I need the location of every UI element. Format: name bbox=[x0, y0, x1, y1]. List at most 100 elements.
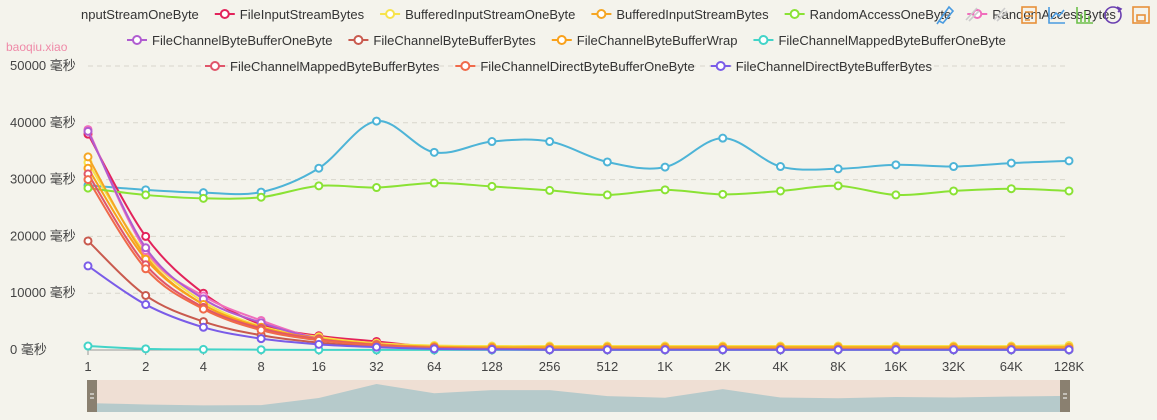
data-point[interactable] bbox=[83, 183, 93, 193]
data-point[interactable] bbox=[487, 137, 497, 147]
data-point[interactable] bbox=[372, 183, 382, 193]
legend-label: RandomAccessOneByte bbox=[810, 7, 952, 22]
data-point[interactable] bbox=[429, 147, 439, 157]
data-point[interactable] bbox=[372, 342, 382, 352]
data-point[interactable] bbox=[198, 193, 208, 203]
data-point[interactable] bbox=[718, 345, 728, 355]
data-point[interactable] bbox=[141, 300, 151, 310]
data-point[interactable] bbox=[660, 185, 670, 195]
data-point[interactable] bbox=[83, 126, 93, 136]
zoom-handle-start[interactable] bbox=[87, 380, 97, 412]
data-point[interactable] bbox=[83, 152, 93, 162]
legend-item[interactable]: FileChannelByteBufferWrap bbox=[551, 33, 738, 48]
legend-item[interactable]: FileInputStreamBytes bbox=[214, 7, 365, 22]
legend-label: FileChannelMappedByteBufferOneByte bbox=[778, 33, 1005, 48]
legend-item[interactable]: BufferedInputStreamBytes bbox=[591, 7, 769, 22]
data-point[interactable] bbox=[833, 181, 843, 191]
data-point[interactable] bbox=[83, 261, 93, 271]
mark-icon[interactable] bbox=[936, 5, 955, 25]
data-point[interactable] bbox=[141, 344, 151, 354]
legend-item[interactable]: nputStreamOneByte bbox=[81, 7, 199, 22]
data-point[interactable] bbox=[83, 341, 93, 351]
data-point[interactable] bbox=[314, 339, 324, 349]
data-point[interactable] bbox=[718, 133, 728, 143]
data-point[interactable] bbox=[83, 236, 93, 246]
data-point[interactable] bbox=[1006, 345, 1016, 355]
data-point[interactable] bbox=[602, 190, 612, 200]
series-FileChannelDirectByteBufferOneByte bbox=[83, 175, 1074, 355]
legend[interactable]: nputStreamOneByte FileInputStreamBytes Buf… bbox=[81, 7, 1116, 74]
mark-clear-icon[interactable] bbox=[993, 7, 1008, 22]
data-point[interactable] bbox=[545, 345, 555, 355]
data-point[interactable] bbox=[198, 344, 208, 354]
data-point[interactable] bbox=[198, 304, 208, 314]
data-point[interactable] bbox=[141, 231, 151, 241]
data-point[interactable] bbox=[891, 345, 901, 355]
y-tick-label: 40000 毫秒 bbox=[10, 115, 76, 130]
data-point[interactable] bbox=[891, 160, 901, 170]
data-point[interactable] bbox=[833, 345, 843, 355]
data-point[interactable] bbox=[545, 185, 555, 195]
legend-item[interactable]: FileChannelMappedByteBufferBytes bbox=[205, 59, 440, 74]
legend-item[interactable]: FileChannelByteBufferBytes bbox=[348, 33, 536, 48]
data-point[interactable] bbox=[949, 345, 959, 355]
data-point[interactable] bbox=[314, 181, 324, 191]
data-point[interactable] bbox=[602, 157, 612, 167]
data-point[interactable] bbox=[545, 137, 555, 147]
data-point[interactable] bbox=[372, 116, 382, 126]
legend-item[interactable]: RandomAccessOneByte bbox=[784, 7, 952, 22]
data-point[interactable] bbox=[83, 175, 93, 185]
data-point[interactable] bbox=[256, 334, 266, 344]
data-point[interactable] bbox=[1064, 345, 1074, 355]
data-point[interactable] bbox=[429, 344, 439, 354]
data-point[interactable] bbox=[1064, 186, 1074, 196]
data-point[interactable] bbox=[141, 190, 151, 200]
zoom-preview-area bbox=[88, 384, 1069, 412]
data-point[interactable] bbox=[949, 186, 959, 196]
legend-item[interactable]: FileChannelByteBufferOneByte bbox=[127, 33, 332, 48]
data-point[interactable] bbox=[198, 322, 208, 332]
data-point[interactable] bbox=[1064, 156, 1074, 166]
x-tick-label: 32 bbox=[369, 359, 383, 374]
toolbox[interactable] bbox=[936, 5, 1150, 25]
data-point[interactable] bbox=[660, 345, 670, 355]
legend-item[interactable]: RandomAccessBytes bbox=[967, 7, 1116, 22]
data-point[interactable] bbox=[775, 186, 785, 196]
data-point[interactable] bbox=[314, 163, 324, 173]
data-view-icon[interactable] bbox=[1021, 6, 1037, 24]
x-tick-label: 128K bbox=[1054, 359, 1085, 374]
data-point[interactable] bbox=[141, 243, 151, 253]
data-point[interactable] bbox=[487, 181, 497, 191]
data-point[interactable] bbox=[602, 345, 612, 355]
grid-layer bbox=[88, 65, 1069, 294]
data-zoom-slider[interactable] bbox=[87, 380, 1070, 412]
data-point[interactable] bbox=[429, 178, 439, 188]
data-point[interactable] bbox=[775, 162, 785, 172]
save-image-icon[interactable] bbox=[1132, 6, 1150, 24]
legend-item[interactable]: FileChannelDirectByteBufferOneByte bbox=[455, 59, 695, 74]
line-chart-icon[interactable] bbox=[1048, 7, 1065, 24]
data-point[interactable] bbox=[775, 345, 785, 355]
legend-item[interactable]: FileChannelDirectByteBufferBytes bbox=[710, 59, 933, 74]
bar-chart-icon[interactable] bbox=[1076, 7, 1093, 24]
mark-undo-icon[interactable] bbox=[965, 7, 980, 22]
data-point[interactable] bbox=[949, 162, 959, 172]
data-point[interactable] bbox=[256, 325, 266, 335]
restore-icon[interactable] bbox=[1104, 6, 1123, 24]
data-point[interactable] bbox=[256, 345, 266, 355]
data-point[interactable] bbox=[141, 290, 151, 300]
x-tick-label: 128 bbox=[481, 359, 503, 374]
x-tick-label: 1K bbox=[657, 359, 673, 374]
data-point[interactable] bbox=[718, 189, 728, 199]
data-point[interactable] bbox=[660, 162, 670, 172]
data-point[interactable] bbox=[487, 344, 497, 354]
data-point[interactable] bbox=[833, 164, 843, 174]
data-point[interactable] bbox=[1006, 158, 1016, 168]
legend-item[interactable]: BufferedInputStreamOneByte bbox=[380, 7, 575, 22]
data-point[interactable] bbox=[1006, 184, 1016, 194]
legend-item[interactable]: FileChannelMappedByteBufferOneByte bbox=[753, 33, 1006, 48]
data-point[interactable] bbox=[256, 192, 266, 202]
data-point[interactable] bbox=[891, 190, 901, 200]
zoom-handle-end[interactable] bbox=[1060, 380, 1070, 412]
data-point[interactable] bbox=[141, 264, 151, 274]
